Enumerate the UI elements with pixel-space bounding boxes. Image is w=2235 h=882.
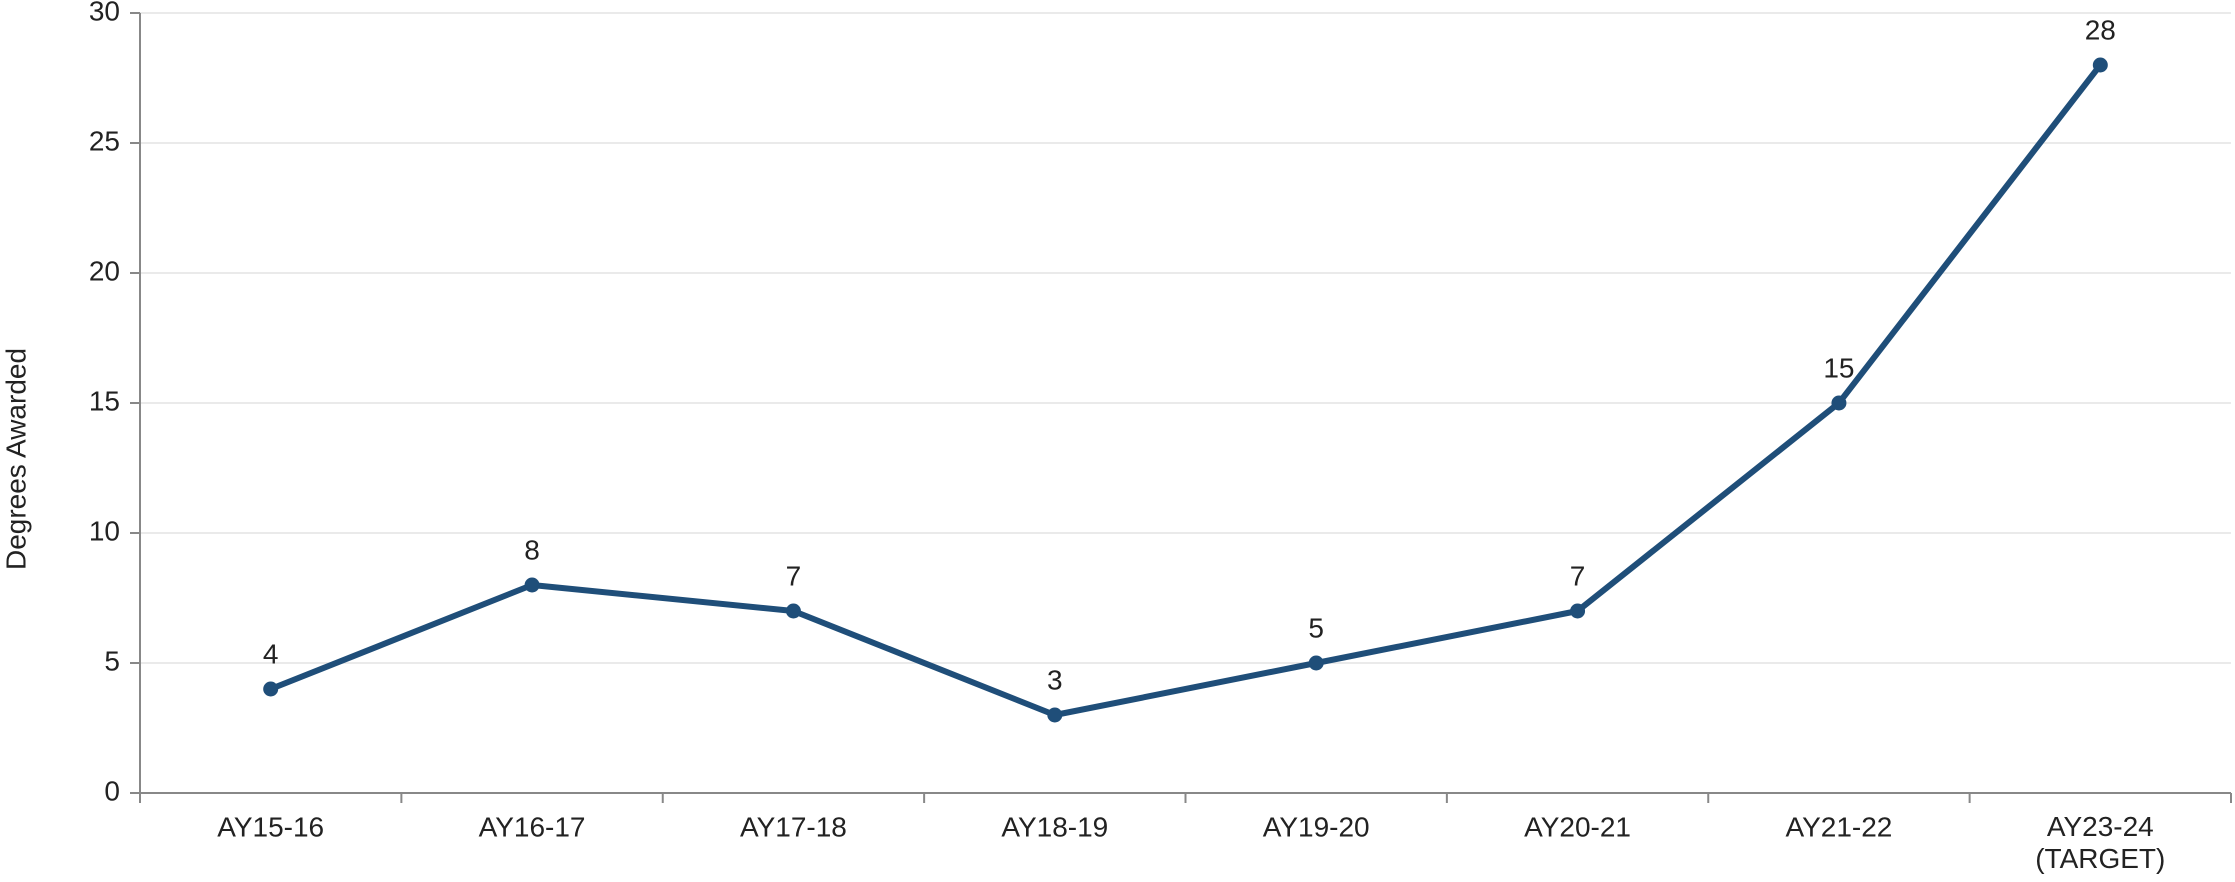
x-tick-label: AY18-19 [1001, 811, 1108, 842]
y-tick-label: 15 [89, 385, 120, 416]
marker [1570, 603, 1586, 619]
y-axis-label: Degrees Awarded [0, 348, 31, 570]
marker [1831, 395, 1847, 411]
x-tick-label: AY23-24 (TARGET) [2035, 811, 2165, 874]
marker [1308, 655, 1324, 671]
data-label: 5 [1308, 612, 1324, 643]
marker [2092, 57, 2108, 73]
x-tick-label: AY17-18 [740, 811, 847, 842]
data-label: 8 [524, 534, 540, 565]
data-label: 7 [786, 560, 802, 591]
y-tick-label: 25 [89, 125, 120, 156]
x-tick-label: AY20-21 [1524, 811, 1631, 842]
y-tick-label: 20 [89, 255, 120, 286]
marker [1047, 707, 1063, 723]
y-tick-label: 0 [104, 775, 120, 806]
x-tick-label: AY16-17 [479, 811, 586, 842]
data-label: 3 [1047, 664, 1063, 695]
data-label: 4 [263, 638, 279, 669]
data-label: 15 [1823, 352, 1854, 383]
x-tick-label: AY19-20 [1263, 811, 1370, 842]
y-tick-label: 5 [104, 645, 120, 676]
data-label: 7 [1570, 560, 1586, 591]
marker [263, 681, 279, 697]
y-tick-label: 10 [89, 515, 120, 546]
data-label: 28 [2085, 14, 2116, 45]
x-tick-label: AY15-16 [217, 811, 324, 842]
x-tick-label: AY21-22 [1785, 811, 1892, 842]
line [269, 63, 2103, 718]
marker [785, 603, 801, 619]
marker [524, 577, 540, 593]
y-tick-label: 30 [89, 0, 120, 26]
